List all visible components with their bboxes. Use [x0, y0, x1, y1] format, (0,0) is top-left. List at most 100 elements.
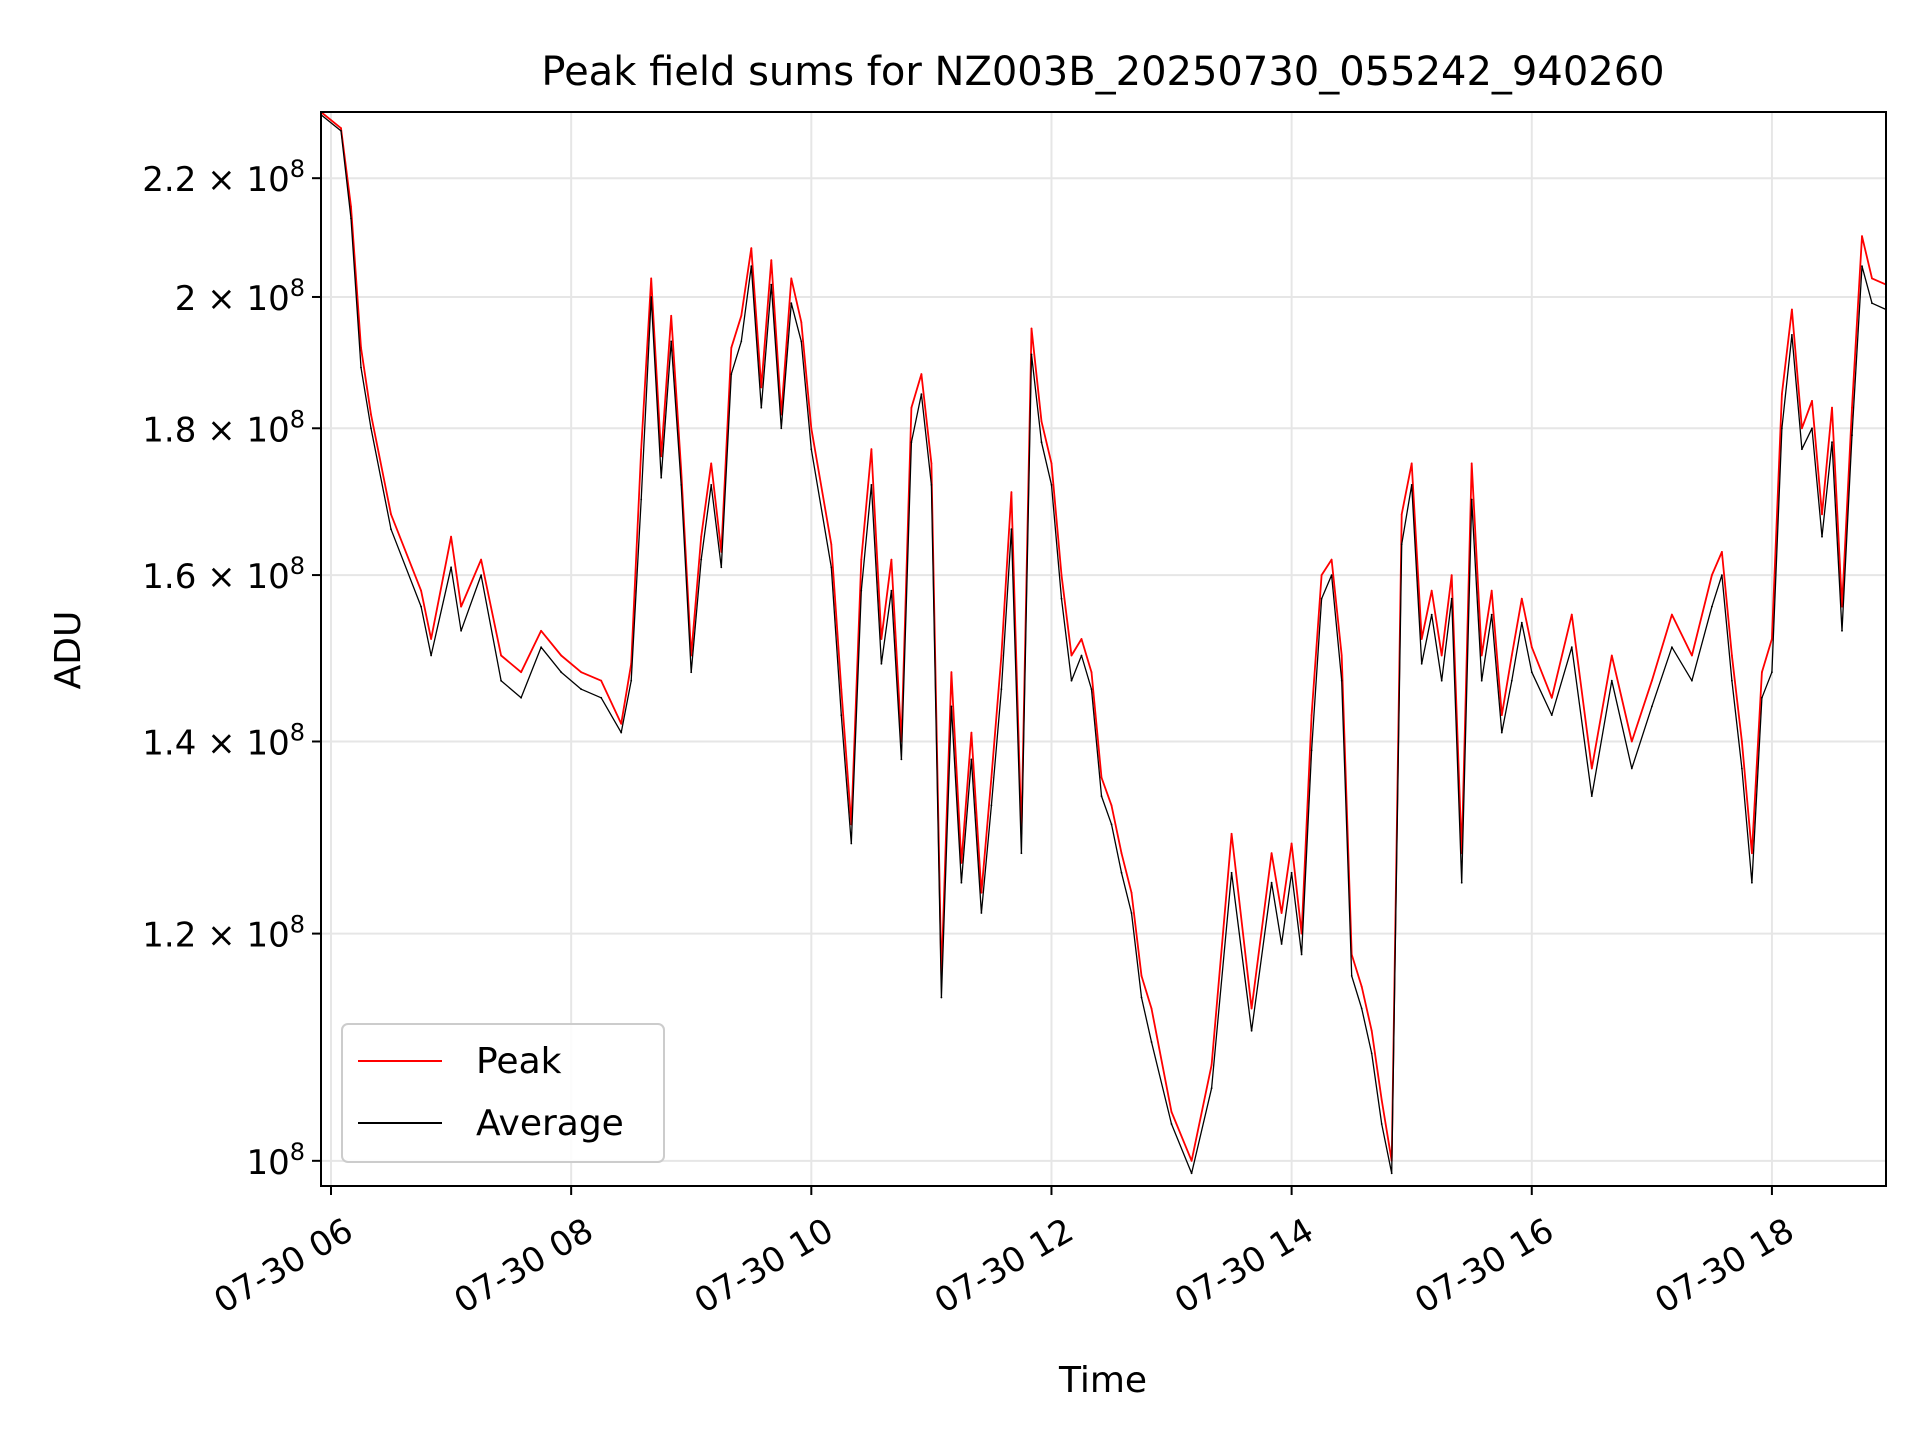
data-point: [1550, 696, 1553, 699]
data-point: [1721, 574, 1723, 576]
data-point: [1711, 574, 1713, 576]
y-tick-mantissa: 1.2: [142, 916, 196, 956]
data-point: [1150, 1007, 1153, 1010]
data-point: [430, 638, 432, 640]
data-point: [1590, 767, 1593, 770]
data-point: [1731, 679, 1733, 682]
legend: Peak Average: [341, 1023, 665, 1163]
data-point: [1100, 795, 1103, 797]
data-point: [1470, 498, 1473, 501]
data-point: [1380, 1099, 1383, 1101]
data-point: [1410, 484, 1413, 486]
data-point: [1500, 731, 1503, 734]
chart-title: Peak field sums for NZ003B_20250730_0552…: [541, 49, 1664, 95]
data-point: [1651, 705, 1653, 708]
data-point: [990, 776, 993, 779]
data-point: [630, 679, 633, 682]
data-point: [990, 804, 993, 807]
data-point: [800, 321, 803, 323]
y-tick-times: × 10: [196, 410, 289, 450]
data-point: [1530, 671, 1533, 674]
data-point: [1000, 688, 1003, 691]
data-point: [1871, 277, 1873, 280]
data-point: [600, 696, 603, 699]
data-point: [1520, 597, 1523, 600]
y-tick-label: 2 × 108: [175, 274, 305, 319]
data-point: [390, 513, 392, 516]
data-point: [460, 605, 462, 608]
y-tick-label: 2.2 × 108: [142, 155, 305, 200]
data-point: [1741, 740, 1743, 743]
data-point: [1590, 795, 1593, 797]
data-point: [640, 448, 643, 451]
data-point: [620, 731, 623, 734]
data-point: [1610, 654, 1613, 657]
data-point: [1190, 1159, 1193, 1162]
data-point: [460, 629, 462, 632]
data-point: [970, 758, 973, 761]
data-point: [1430, 613, 1433, 616]
data-point: [870, 448, 873, 451]
data-point: [890, 558, 893, 561]
data-point: [660, 455, 663, 458]
data-point: [1831, 406, 1833, 409]
data-point: [830, 543, 833, 546]
data-point: [1110, 804, 1113, 807]
data-point: [1290, 842, 1293, 845]
data-point: [930, 484, 933, 486]
data-point: [680, 484, 683, 486]
data-point: [340, 127, 342, 130]
data-point: [1330, 574, 1333, 576]
data-point: [950, 705, 953, 708]
data-point: [710, 484, 713, 486]
y-tick-base: 10: [246, 1143, 289, 1183]
data-point: [1070, 679, 1073, 682]
y-tick-mantissa: 1.8: [142, 410, 196, 450]
data-point: [1731, 654, 1733, 657]
data-point: [1851, 434, 1853, 437]
data-point: [1190, 1172, 1193, 1175]
data-point: [1671, 613, 1673, 616]
data-point: [1300, 953, 1303, 956]
data-point: [770, 283, 773, 286]
data-point: [1080, 638, 1083, 640]
data-point: [1671, 646, 1673, 649]
y-tick-mantissa: 1.4: [142, 723, 196, 763]
data-point: [1801, 427, 1803, 430]
data-point: [1080, 654, 1083, 657]
data-point: [1530, 646, 1533, 649]
data-point: [1570, 613, 1573, 616]
y-tick-exponent: 8: [290, 911, 305, 939]
data-point: [540, 646, 542, 649]
data-point: [1460, 881, 1463, 884]
data-point: [1871, 302, 1873, 305]
data-point: [780, 427, 783, 430]
data-point: [1400, 543, 1403, 546]
data-point: [1651, 679, 1653, 682]
data-point: [1630, 740, 1633, 743]
data-point: [1610, 679, 1613, 682]
data-point: [980, 912, 983, 914]
data-point: [910, 406, 913, 409]
data-point: [660, 476, 663, 479]
data-point: [1771, 671, 1773, 674]
data-point: [670, 340, 673, 343]
data-point: [640, 498, 643, 501]
y-axis-label: ADU: [48, 611, 89, 690]
data-point: [1821, 535, 1823, 538]
data-point: [1550, 714, 1553, 716]
data-point: [1711, 605, 1713, 608]
data-point: [1821, 513, 1823, 516]
y-tick-times: × 10: [196, 160, 289, 200]
data-point: [1250, 1029, 1253, 1032]
data-point: [1420, 662, 1423, 665]
data-point: [540, 629, 542, 632]
data-point: [1490, 589, 1493, 592]
y-tick-mantissa: 1.6: [142, 557, 196, 597]
data-point: [1290, 871, 1293, 874]
data-point: [1761, 696, 1763, 699]
series-group: [320, 111, 1887, 1175]
data-point: [690, 671, 693, 674]
data-point: [1090, 688, 1093, 691]
